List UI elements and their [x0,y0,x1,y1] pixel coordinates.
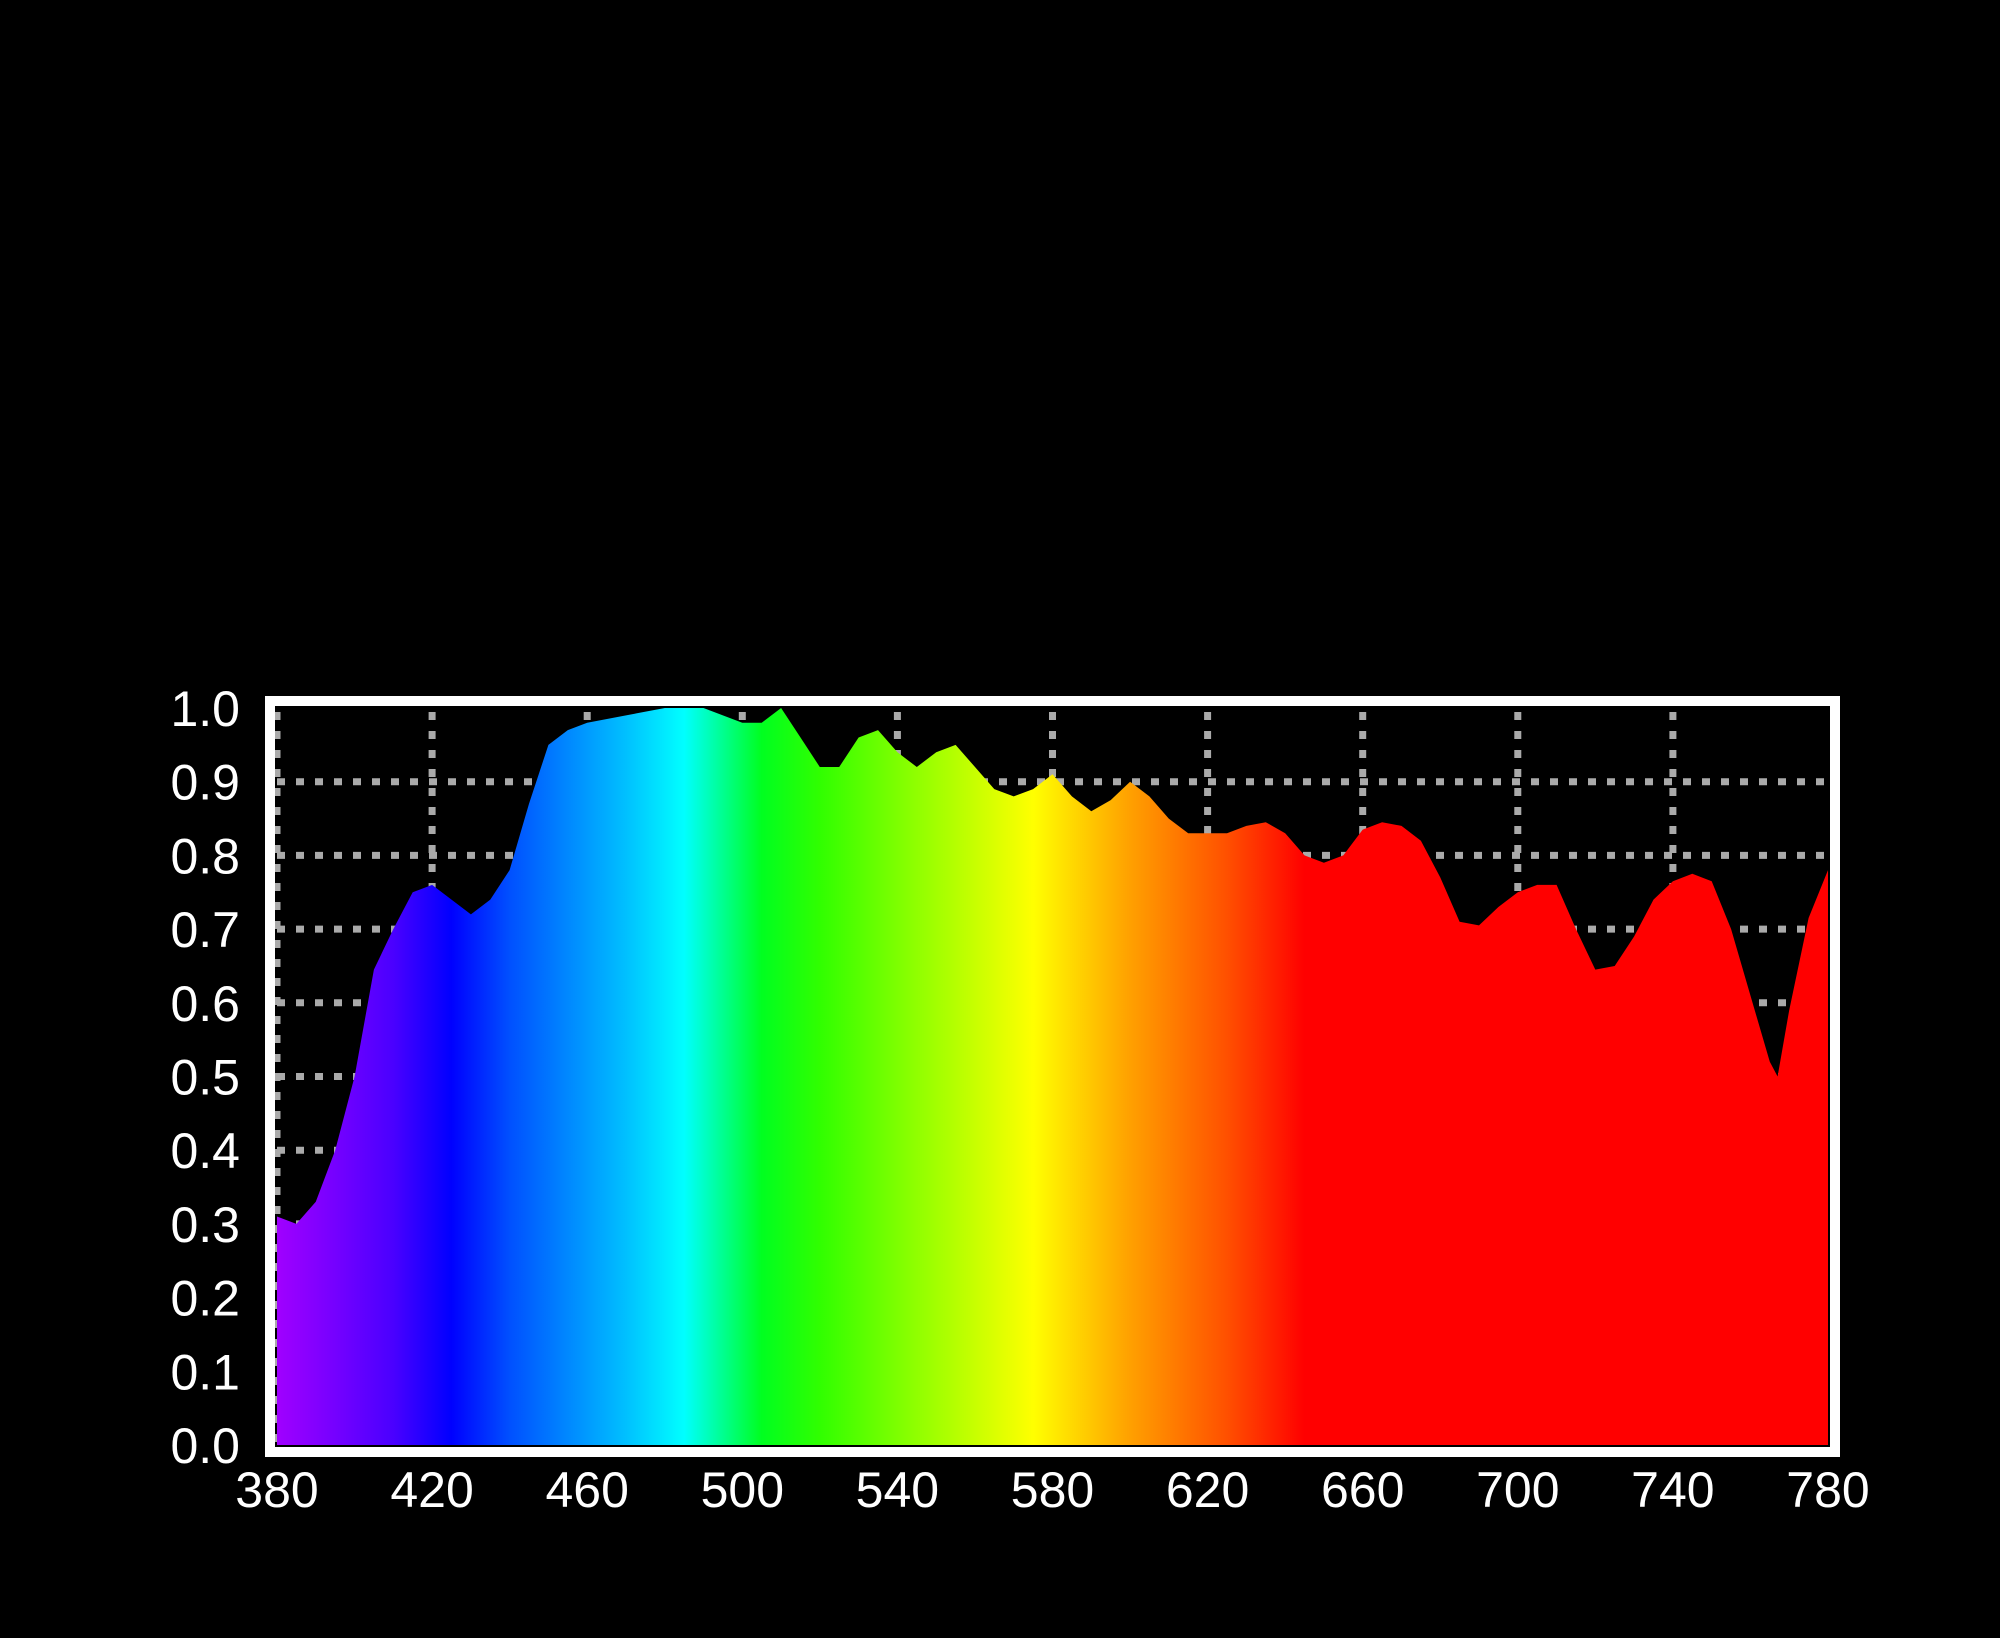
x-tick-label: 380 [235,1462,318,1518]
x-tick-label: 500 [701,1462,784,1518]
y-tick-label: 0.4 [170,1123,240,1179]
x-tick-label: 540 [856,1462,939,1518]
y-tick-label: 0.5 [170,1050,240,1106]
x-tick-label: 780 [1786,1462,1869,1518]
x-tick-label: 460 [545,1462,628,1518]
y-tick-label: 0.2 [170,1271,240,1327]
x-tick-labels: 380 420 460 500 540 580 620 660 700 740 780 [235,1462,1869,1518]
x-tick-label: 660 [1321,1462,1404,1518]
y-tick-label: 0.8 [170,828,240,884]
x-tick-label: 700 [1476,1462,1559,1518]
y-tick-label: 0.0 [170,1418,240,1474]
y-tick-label: 0.7 [170,902,240,958]
x-tick-label: 420 [390,1462,473,1518]
spectrum-area [277,708,1828,1445]
y-tick-label: 0.1 [170,1344,240,1400]
y-tick-label: 0.6 [170,976,240,1032]
y-tick-labels: 0.0 0.1 0.2 0.3 0.4 0.5 0.6 0.7 0.8 0.9 1.0 [170,681,240,1474]
plot-frame [265,696,1840,1457]
x-tick-label: 580 [1011,1462,1094,1518]
y-tick-label: 0.3 [170,1197,240,1253]
y-tick-label: 1.0 [170,681,240,737]
y-tick-label: 0.9 [170,755,240,811]
x-tick-label: 740 [1631,1462,1714,1518]
x-tick-label: 620 [1166,1462,1249,1518]
